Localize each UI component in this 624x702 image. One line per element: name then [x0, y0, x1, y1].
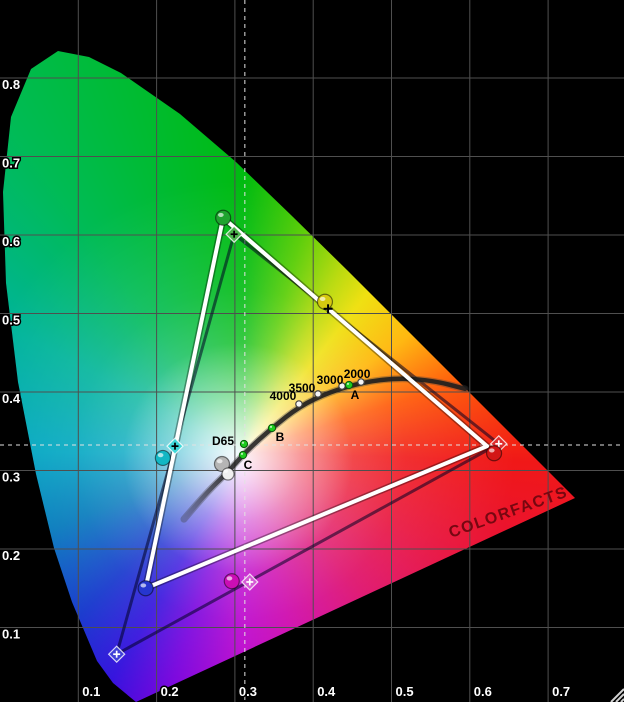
blue-primary-marker	[137, 580, 154, 597]
ref-blue-diamond-marker	[107, 645, 126, 664]
kelvin-3500-dot	[314, 390, 322, 398]
y-tick-label: 0.2	[2, 548, 20, 563]
resize-grip-icon[interactable]	[610, 688, 624, 702]
ref-green-diamond-marker	[225, 225, 243, 244]
measured-gamut-triangle	[142, 214, 491, 592]
x-tick-label: 0.7	[552, 684, 570, 699]
y-tick-label: 0.5	[2, 313, 20, 328]
blackbody-curve	[181, 376, 468, 522]
x-tick-label: 0.1	[82, 684, 100, 699]
illuminant-C-label: C	[244, 458, 253, 472]
y-tick-label: 0.7	[2, 156, 20, 171]
x-tick-label: 0.6	[474, 684, 492, 699]
y-tick-label: 0.8	[2, 77, 20, 92]
kelvin-3500-label: 3500	[289, 381, 316, 395]
y-tick-label: 0.4	[2, 391, 21, 406]
illuminant-C-dot	[238, 450, 248, 460]
kelvin-2000-label: 2000	[344, 367, 371, 381]
x-tick-label: 0.2	[161, 684, 179, 699]
illuminant-A-label: A	[351, 388, 360, 402]
illuminant-D65-dot	[239, 439, 249, 449]
red-primary-marker	[485, 445, 503, 462]
x-tick-label: 0.4	[317, 684, 336, 699]
ref-magenta-diamond-marker	[240, 573, 259, 591]
magenta-secondary-marker	[223, 573, 240, 590]
yellow-secondary-marker	[316, 293, 334, 310]
ref-cyan-diamond-marker	[166, 437, 184, 456]
kelvin-2000-dot	[357, 378, 365, 386]
green-primary-marker	[215, 209, 232, 226]
axis-tick-labels: 0.1 0.2 0.3 0.4 0.5 0.6 0.7 0.1 0.2 0.3 0.4 0.5 0.6 0…	[1, 76, 572, 701]
x-tick-label: 0.3	[239, 684, 257, 699]
illuminant-B-dot	[267, 423, 277, 433]
cyan-secondary-marker	[154, 449, 171, 467]
blackbody-locus-curve	[180, 375, 469, 523]
y-tick-label: 0.1	[2, 627, 20, 642]
ref-yellow-plus-marker	[323, 304, 333, 314]
white-point-marker	[221, 467, 235, 481]
illuminant-B-label: B	[276, 430, 285, 444]
blackbody-curve-shadow	[180, 375, 469, 523]
kelvin-4000-dot	[295, 400, 303, 408]
illuminant-D65-label: D65	[212, 434, 234, 448]
y-tick-label: 0.3	[2, 470, 20, 485]
x-tick-label: 0.5	[396, 684, 414, 699]
illuminant-A-dot	[344, 380, 354, 390]
kelvin-3000-label: 3000	[317, 373, 344, 387]
y-tick-label: 0.6	[2, 234, 20, 249]
data-point-markers	[107, 209, 508, 664]
watermark-text: COLORFACTS	[447, 484, 571, 542]
kelvin-4000-label: 4000	[270, 389, 297, 403]
measured-triangle-outline	[143, 215, 490, 591]
